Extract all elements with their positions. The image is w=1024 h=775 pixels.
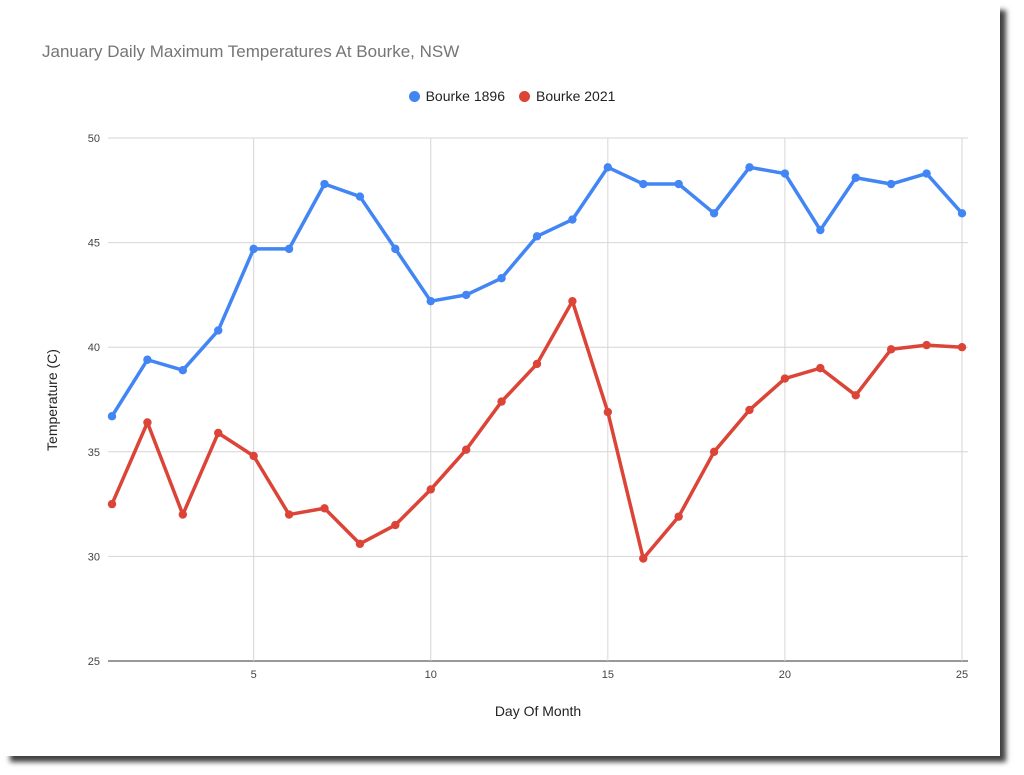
data-point-series-2	[249, 451, 258, 461]
y-tick-label: 40	[88, 342, 100, 354]
chart-title: January Daily Maximum Temperatures At Bo…	[42, 42, 460, 61]
x-tick-label: 25	[956, 669, 968, 681]
data-point-series-1	[249, 244, 258, 254]
data-point-series-1	[214, 326, 223, 335]
data-point-series-2	[568, 296, 577, 306]
data-point-series-2	[922, 340, 931, 350]
data-point-series-2	[107, 499, 117, 509]
data-point-series-2	[886, 345, 896, 354]
data-point-series-2	[284, 510, 294, 519]
data-point-series-1	[639, 179, 648, 189]
data-point-series-1	[568, 215, 577, 224]
legend: Bourke 1896 Bourke 2021	[0, 88, 1024, 104]
data-point-series-1	[143, 355, 152, 364]
data-point-series-2	[461, 445, 471, 454]
data-point-series-1	[426, 296, 435, 306]
legend-marker-series-2	[519, 90, 530, 102]
x-tick-label: 10	[425, 669, 437, 681]
data-point-series-2	[497, 397, 506, 406]
data-point-series-2	[355, 539, 365, 549]
data-point-series-1	[178, 366, 188, 375]
data-point-series-2	[214, 428, 223, 438]
data-point-series-1	[851, 173, 860, 182]
gridlines	[108, 137, 968, 662]
y-axis-ticks: 25 30 35 40 45 50	[88, 133, 100, 668]
data-point-series-2	[143, 418, 152, 427]
y-tick-label: 45	[88, 238, 100, 250]
data-point-series-1	[816, 225, 825, 235]
data-point-series-1	[355, 192, 365, 201]
data-point-series-2	[391, 520, 400, 530]
data-point-series-2	[320, 504, 329, 513]
data-point-series-1	[497, 273, 506, 283]
data-point-series-2	[178, 510, 188, 519]
series-lines	[107, 163, 967, 563]
data-point-series-2	[603, 407, 613, 417]
data-point-series-2	[674, 512, 683, 521]
data-point-series-1	[284, 244, 294, 254]
data-point-series-2	[426, 485, 435, 494]
data-point-series-1	[391, 244, 400, 254]
data-point-series-1	[780, 169, 790, 178]
legend-item-series-1[interactable]: Bourke 1896	[408, 88, 505, 104]
data-point-series-1	[107, 412, 117, 421]
y-tick-label: 30	[88, 551, 100, 563]
data-point-series-1	[674, 179, 683, 189]
x-tick-label: 20	[779, 669, 791, 681]
data-point-series-2	[532, 359, 542, 369]
data-point-series-2	[639, 554, 648, 563]
data-point-series-2	[816, 363, 825, 373]
data-point-series-2	[851, 391, 860, 400]
data-point-series-2	[780, 374, 790, 383]
data-point-series-1	[745, 163, 754, 172]
legend-marker-series-1	[408, 90, 420, 102]
x-tick-label: 15	[602, 669, 614, 681]
data-point-series-1	[922, 169, 931, 178]
x-axis-ticks: 5 10 15 20 25	[251, 669, 969, 681]
x-tick-label: 5	[251, 669, 257, 681]
data-point-series-1	[709, 209, 719, 218]
data-point-series-2	[709, 447, 719, 456]
series-line-2	[110, 299, 964, 561]
data-point-series-1	[603, 163, 613, 172]
data-point-series-1	[461, 290, 471, 300]
legend-label-series-2: Bourke 2021	[536, 88, 616, 104]
legend-label-series-1: Bourke 1896	[425, 88, 505, 104]
x-axis-title: Day Of Month	[495, 703, 581, 719]
y-tick-label: 50	[88, 133, 100, 145]
data-point-series-1	[886, 179, 896, 189]
data-point-series-2	[957, 343, 967, 352]
data-point-series-1	[957, 209, 967, 218]
data-point-series-1	[320, 179, 329, 189]
y-tick-label: 35	[88, 447, 100, 459]
y-axis-title: Temperature (C)	[44, 349, 60, 451]
legend-item-series-2[interactable]: Bourke 2021	[519, 88, 615, 104]
data-point-series-1	[532, 232, 542, 241]
y-tick-label: 25	[88, 656, 100, 668]
data-point-series-2	[745, 405, 754, 415]
